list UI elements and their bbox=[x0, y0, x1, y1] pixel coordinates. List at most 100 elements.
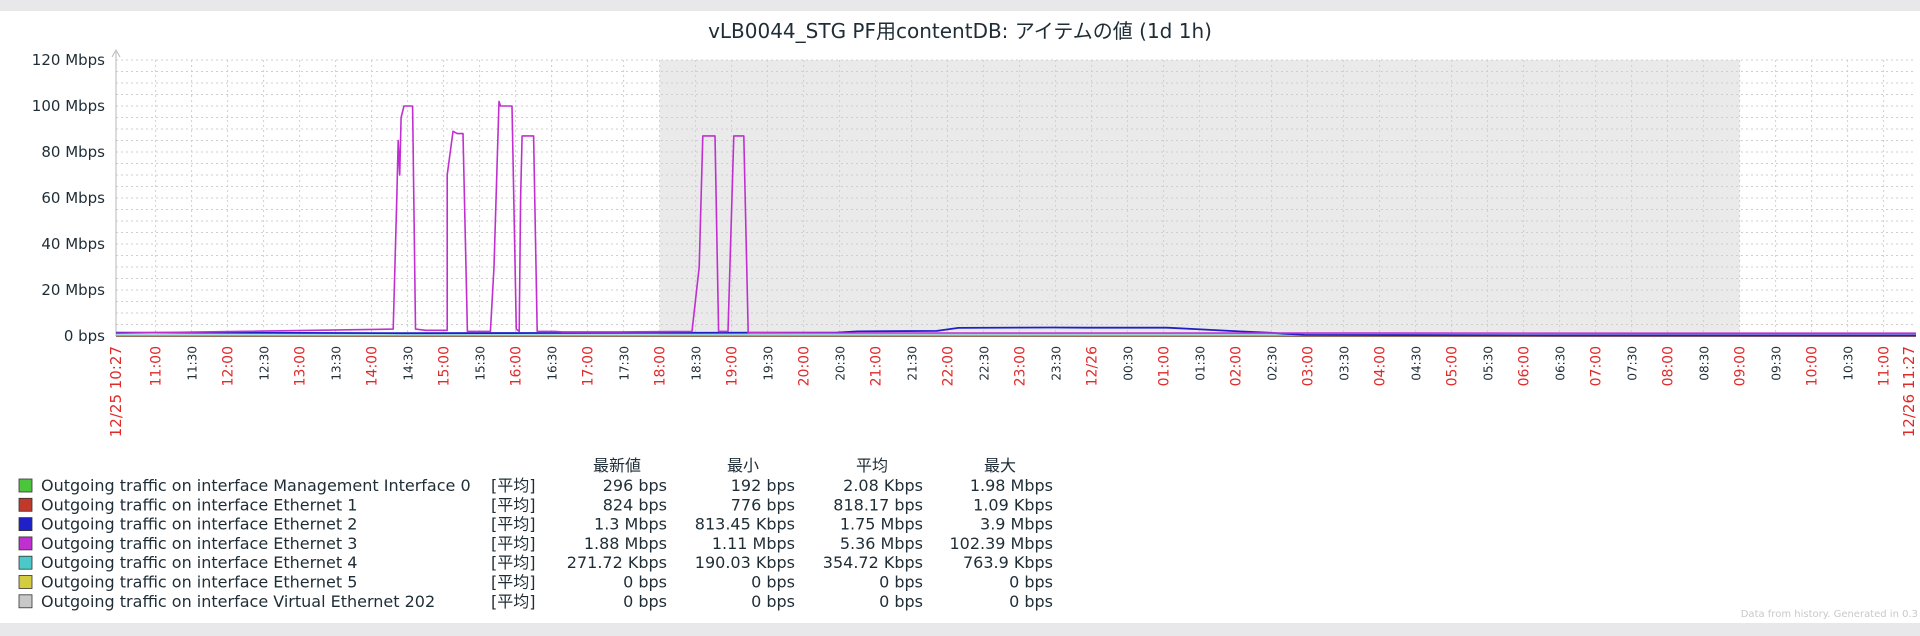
x-tick-label: 07:30 bbox=[1626, 346, 1640, 381]
legend-avg-value: 0 bps bbox=[879, 592, 923, 611]
legend-avg-value: 5.36 Mbps bbox=[840, 534, 923, 553]
x-tick-label: 10:00 bbox=[1805, 346, 1821, 386]
x-tick-label: 21:00 bbox=[869, 346, 885, 386]
x-tick-label: 15:00 bbox=[437, 346, 453, 386]
legend-last-value: 1.3 Mbps bbox=[594, 515, 667, 534]
legend-series-name: Outgoing traffic on interface Virtual Et… bbox=[41, 592, 435, 611]
legend-min-value: 813.45 Kbps bbox=[695, 515, 795, 534]
y-tick-label: 80 Mbps bbox=[41, 143, 105, 161]
legend-max-value: 1.09 Kbps bbox=[973, 495, 1053, 514]
legend-series-name: Outgoing traffic on interface Ethernet 2 bbox=[41, 515, 357, 534]
y-axis-arrow bbox=[111, 48, 121, 58]
legend-max-value: 1.98 Mbps bbox=[970, 476, 1053, 495]
series-line bbox=[115, 100, 1917, 335]
x-tick-label: 04:30 bbox=[1410, 346, 1424, 381]
generated-footer: Data from history. Generated in 0.3 bbox=[1741, 609, 1918, 620]
y-tick-label: 120 Mbps bbox=[32, 51, 105, 69]
x-tick-label: 19:30 bbox=[762, 346, 776, 381]
legend-last-value: 296 bps bbox=[603, 476, 667, 495]
legend-avg-value: 818.17 bps bbox=[833, 495, 923, 514]
x-tick-label: 21:30 bbox=[906, 346, 920, 381]
x-tick-label: 02:00 bbox=[1229, 346, 1245, 386]
legend-header-max: 最大 bbox=[984, 456, 1016, 475]
x-tick-label: 03:00 bbox=[1301, 346, 1317, 386]
x-tick-label: 14:30 bbox=[402, 346, 416, 381]
x-tick-label: 00:30 bbox=[1122, 346, 1136, 381]
legend-last-value: 824 bps bbox=[603, 495, 667, 514]
x-tick-label: 08:00 bbox=[1661, 346, 1677, 386]
legend-max-value: 0 bps bbox=[1009, 573, 1053, 592]
legend-swatch bbox=[18, 517, 33, 532]
legend-last-value: 271.72 Kbps bbox=[567, 553, 667, 572]
legend-swatch bbox=[18, 555, 33, 570]
y-tick-label: 40 Mbps bbox=[41, 235, 105, 253]
legend-max-value: 3.9 Mbps bbox=[980, 515, 1053, 534]
legend-min-value: 192 bps bbox=[731, 476, 795, 495]
x-tick-label: 12:00 bbox=[221, 346, 237, 386]
x-tick-label: 02:30 bbox=[1266, 346, 1280, 381]
legend-series-name: Outgoing traffic on interface Ethernet 3 bbox=[41, 534, 357, 553]
x-tick-label: 15:30 bbox=[474, 346, 488, 381]
legend-avg-value: 0 bps bbox=[879, 573, 923, 592]
legend-max-value: 0 bps bbox=[1009, 592, 1053, 611]
legend-min-value: 190.03 Kbps bbox=[695, 553, 795, 572]
x-tick-label: 06:30 bbox=[1554, 346, 1568, 381]
legend-max-value: 763.9 Kbps bbox=[963, 553, 1053, 572]
x-tick-label: 20:30 bbox=[834, 346, 848, 381]
legend-swatch bbox=[18, 575, 33, 589]
legend-series-name: Outgoing traffic on interface Ethernet 5 bbox=[41, 573, 357, 592]
x-tick-label: 03:30 bbox=[1338, 346, 1352, 381]
legend-func: [平均] bbox=[491, 515, 536, 534]
x-start-label: 12/25 10:27 bbox=[107, 346, 125, 437]
x-tick-label: 13:00 bbox=[293, 346, 309, 386]
x-tick-label: 11:00 bbox=[1877, 346, 1893, 386]
x-tick-label: 09:30 bbox=[1770, 346, 1784, 381]
legend-min-value: 0 bps bbox=[751, 573, 795, 592]
legend-func: [平均] bbox=[491, 553, 536, 572]
legend-header-min: 最小 bbox=[727, 456, 759, 475]
legend-min-value: 776 bps bbox=[731, 495, 795, 514]
legend-func: [平均] bbox=[491, 495, 536, 514]
x-tick-label: 18:00 bbox=[653, 346, 669, 386]
x-tick-label: 14:00 bbox=[365, 346, 381, 386]
legend-series-name: Outgoing traffic on interface Management… bbox=[41, 476, 471, 495]
x-tick-label: 10:30 bbox=[1842, 346, 1856, 381]
x-tick-label: 04:00 bbox=[1373, 346, 1389, 386]
x-end-label: 12/26 11:27 bbox=[1900, 346, 1918, 437]
legend-func: [平均] bbox=[491, 573, 536, 592]
x-tick-label: 01:00 bbox=[1157, 346, 1173, 386]
x-tick-label: 22:00 bbox=[941, 346, 957, 386]
x-tick-label: 12/26 bbox=[1085, 346, 1101, 386]
x-tick-label: 07:00 bbox=[1589, 346, 1605, 386]
legend-swatch bbox=[18, 594, 33, 609]
x-tick-label: 18:30 bbox=[690, 346, 704, 381]
legend-swatch bbox=[18, 478, 33, 493]
chart-title: vLB0044_STG PF用contentDB: アイテムの値 (1d 1h) bbox=[708, 19, 1212, 43]
legend-func: [平均] bbox=[491, 534, 536, 553]
legend-header-last: 最新値 bbox=[593, 456, 641, 475]
legend-min-value: 0 bps bbox=[751, 592, 795, 611]
x-tick-label: 08:30 bbox=[1698, 346, 1712, 381]
x-tick-label: 13:30 bbox=[330, 346, 344, 381]
x-tick-label: 06:00 bbox=[1517, 346, 1533, 386]
x-tick-label: 22:30 bbox=[978, 346, 992, 381]
graph-panel: vLB0044_STG PF用contentDB: アイテムの値 (1d 1h)… bbox=[0, 11, 1920, 623]
series-line bbox=[115, 326, 1916, 337]
x-tick-label: 01:30 bbox=[1194, 346, 1208, 381]
legend-last-value: 1.88 Mbps bbox=[584, 534, 667, 553]
x-tick-label: 17:00 bbox=[581, 346, 597, 386]
legend-func: [平均] bbox=[491, 592, 536, 611]
legend-max-value: 102.39 Mbps bbox=[949, 534, 1053, 553]
legend-series-name: Outgoing traffic on interface Ethernet 4 bbox=[41, 553, 357, 572]
legend-avg-value: 2.08 Kbps bbox=[843, 476, 923, 495]
legend-avg-value: 354.72 Kbps bbox=[823, 553, 923, 572]
legend-swatch bbox=[18, 497, 33, 512]
traffic-graph: vLB0044_STG PF用contentDB: アイテムの値 (1d 1h)… bbox=[18, 19, 1918, 620]
x-tick-label: 16:30 bbox=[546, 346, 560, 381]
x-tick-label: 16:00 bbox=[509, 346, 525, 386]
legend-series-name: Outgoing traffic on interface Ethernet 1 bbox=[41, 495, 357, 514]
legend-func: [平均] bbox=[491, 476, 536, 495]
x-tick-label: 09:00 bbox=[1733, 346, 1749, 386]
x-tick-label: 23:00 bbox=[1013, 346, 1029, 386]
legend-swatch bbox=[18, 536, 33, 551]
